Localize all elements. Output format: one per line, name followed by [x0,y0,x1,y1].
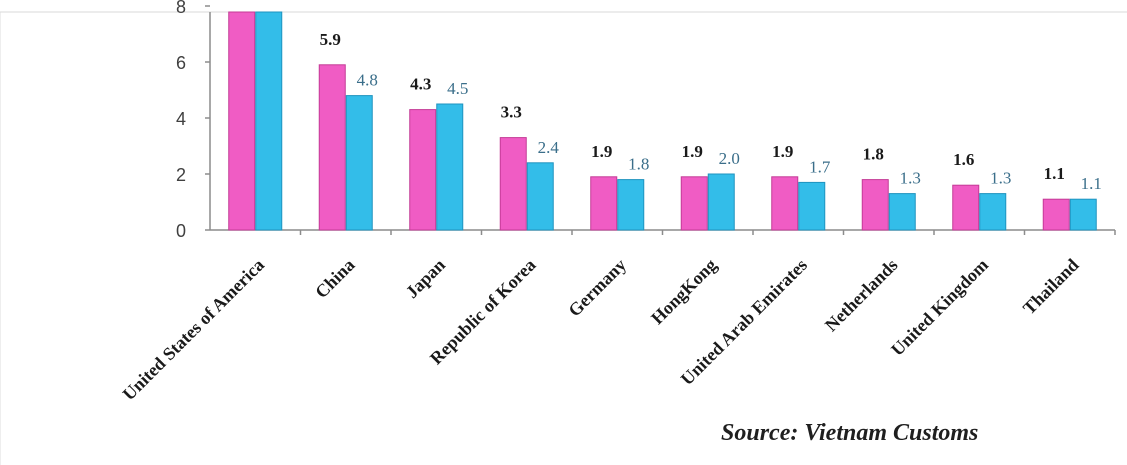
category-label: United States of America [119,255,269,405]
data-label: 1.6 [953,150,974,169]
bar [979,193,1007,231]
bar [707,173,735,231]
bar [1069,198,1097,231]
data-label: 1.9 [772,142,793,161]
data-label: 2.4 [538,138,560,157]
category-label: Netherlands [821,255,902,336]
source-note: Source: Vietnam Customs [721,420,979,446]
category-label: Thailand [1019,255,1083,319]
bar [526,162,554,231]
data-label: 4.5 [447,79,468,98]
category-label: China [311,255,358,302]
bar [861,179,889,231]
y-tick-label: 6 [176,53,186,73]
data-label: 1.7 [809,157,831,176]
y-tick-label: 2 [176,165,186,185]
data-label: 1.8 [628,155,649,174]
data-label: 1.1 [1044,164,1065,183]
data-label: 1.3 [990,169,1011,188]
bar [771,176,799,231]
bar [499,137,527,231]
bar [952,184,980,231]
bar [255,11,283,231]
data-label: 5.9 [320,30,341,49]
category-label: Germany [564,255,630,321]
bar [409,109,437,231]
data-label: 2.0 [719,149,740,168]
y-tick-label: 0 [176,221,186,241]
y-tick-label: 8 [176,0,186,17]
data-label: 4.8 [357,71,378,90]
category-label: HongKong [647,255,721,329]
data-label: 1.9 [591,142,612,161]
data-label: 1.3 [900,169,921,188]
data-label: 1.9 [682,142,703,161]
y-tick-label: 4 [176,109,186,129]
bar [617,179,645,231]
data-label: 3.3 [501,103,522,122]
category-label: Japan [402,255,449,302]
data-label: 1.8 [863,145,884,164]
bar [345,95,373,231]
bar [888,193,916,231]
bar [1042,198,1070,231]
bar [228,11,256,231]
category-label: United Kingdom [887,255,992,360]
bar [798,181,826,231]
bar [318,64,346,231]
bar [436,103,464,231]
bar [590,176,618,231]
bar [680,176,708,231]
data-label: 4.3 [410,75,431,94]
data-label: 1.1 [1081,174,1102,193]
